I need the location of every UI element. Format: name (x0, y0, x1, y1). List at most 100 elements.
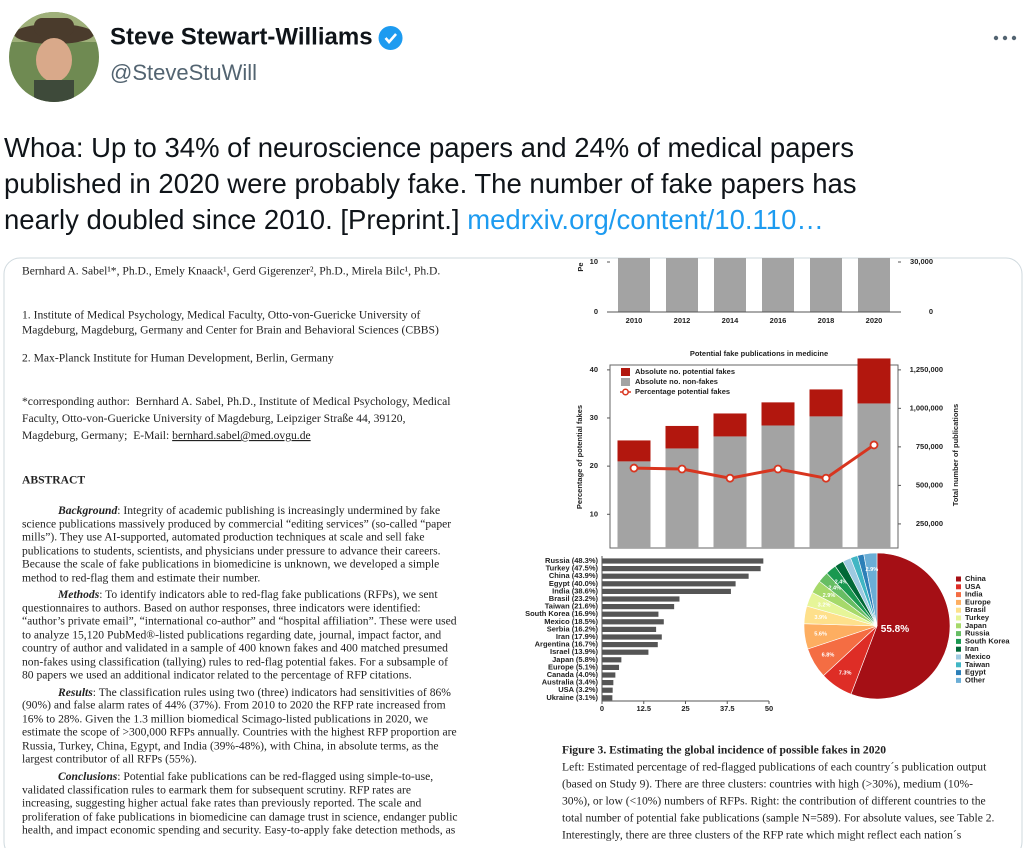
slice-label: 2.9% (865, 567, 878, 573)
paper-authors: Bernhard A. Sabel¹*, Ph.D., Emely Knaack… (22, 265, 440, 278)
figure-caption: Left: Estimated percentage of red-flagge… (562, 761, 987, 774)
category-label: Japan (5.8%) (552, 655, 598, 664)
bar-segment (761, 425, 795, 548)
slice-label: 3.2% (818, 603, 831, 609)
bar (602, 680, 614, 686)
affiliation: Magdeburg, Magdeburg, Germany and Center… (22, 324, 439, 337)
cropped-bar (714, 258, 746, 312)
category-label: China (43.9%) (549, 571, 599, 580)
legend-swatch (956, 592, 961, 598)
y-tick-label: 0 (594, 307, 598, 316)
slice-label: 2.4% (835, 579, 848, 585)
slice-label: 7.3% (839, 671, 852, 677)
abstract-line: to analyze 15,120 PubMed®-listed publica… (22, 629, 441, 642)
abstract-line: (90%) and false alarm rates of 44% (37%)… (22, 699, 446, 712)
bar (602, 695, 613, 701)
avatar[interactable] (9, 12, 99, 104)
abstract-line: Because the scale of fake publications i… (22, 558, 439, 571)
abstract-line: increasing, suggesting higher actual fak… (22, 797, 422, 810)
legend-label: Europe (965, 597, 991, 606)
legend-swatch (956, 599, 961, 605)
y2-tick-label: 0 (929, 307, 933, 316)
bar-segment (857, 358, 891, 404)
bar-segment (857, 403, 891, 548)
abstract-section: Results (57, 686, 93, 699)
abstract-line: estimate the scope of >300,000 RFPs annu… (22, 726, 457, 739)
pie-chart: 55.8% China 7.3% USA 6.8% India 5.6% Europe 3.9%… (803, 552, 1010, 700)
legend-label: Taiwan (965, 660, 990, 669)
bar (602, 596, 680, 602)
legend-label: Mexico (965, 652, 991, 661)
bar (602, 558, 764, 564)
author-handle[interactable]: @SteveStuWill (110, 60, 257, 85)
x-tick-label: 2014 (722, 316, 740, 325)
x-tick-label: 2018 (818, 316, 835, 325)
x-tick-label: 2010 (626, 316, 643, 325)
abstract-line: publications to students, scientists, an… (22, 545, 441, 558)
abstract-line: Russia, Turkey, China, Egypt, and India … (22, 740, 439, 753)
bar (602, 672, 616, 678)
category-label: Serbia (16.2%) (547, 624, 599, 633)
y2-tick-label: 1,250,000 (910, 365, 943, 374)
legend-swatch (956, 623, 961, 629)
x-tick-label: 2020 (866, 316, 883, 325)
tweet-link[interactable]: medrxiv.org/content/10.110… (467, 204, 824, 235)
category-label: Iran (17.9%) (556, 632, 599, 641)
y2-axis-label: Total number of publications (951, 404, 960, 506)
tweet-line-text: published in 2020 were probably fake. Th… (4, 168, 857, 199)
category-label: USA (3.2%) (558, 685, 598, 694)
cropped-bar (810, 258, 842, 312)
figure-caption: Interestingly, there are three clusters … (562, 829, 962, 842)
legend-label: Other (965, 675, 985, 684)
legend-label: China (965, 574, 987, 583)
bar-segment (617, 440, 651, 462)
plot-frame (609, 364, 899, 549)
verified-badge (378, 26, 403, 50)
pie-slice (850, 552, 951, 700)
line-marker (773, 464, 783, 474)
bar (602, 573, 749, 579)
affiliation: 1. Institute of Medical Psychology, Medi… (22, 309, 421, 322)
abstract-text: : Integrity of academic publishing is in… (117, 504, 440, 517)
legend-label: Turkey (965, 613, 990, 622)
abstract-line: Methods: To identify indicators able to … (57, 588, 438, 601)
affiliation: 2. Max-Planck Institute for Human Develo… (22, 352, 334, 365)
y2-tick-label: 750,000 (916, 442, 943, 451)
top-chart: 2010 2012 2014 2016 2018 2020 0 10 0 30,000 Pe (576, 257, 933, 325)
tweet-line-text: nearly doubled since 2010. [Preprint.] (4, 204, 467, 235)
x-tick-label: 0 (600, 704, 604, 713)
author-name[interactable]: Steve Stewart-Williams (110, 23, 373, 50)
y-tick-label: 10 (590, 257, 598, 266)
legend-label: Egypt (965, 668, 986, 677)
bar-segment (665, 448, 699, 548)
country-chart: Russia (48.3%)Turkey (47.5%)China (43.9%… (525, 556, 773, 713)
legend-label: Japan (965, 621, 987, 630)
slice-label: 55.8% (881, 624, 909, 635)
y-tick-label: 40 (590, 365, 598, 374)
abstract-section: Methods (57, 588, 100, 601)
abstract-line: country of author and validated in a sam… (22, 642, 448, 655)
abstract-line: “author’s private email”, “international… (22, 615, 457, 628)
legend-label: Iran (965, 644, 979, 653)
line-marker (725, 473, 735, 483)
y-axis-label: Pe (576, 262, 585, 271)
more-menu[interactable] (993, 35, 1017, 41)
bar-segment (713, 413, 747, 437)
legend-swatch (956, 646, 961, 652)
abstract-line: non-fakes using classification (tallying… (22, 656, 448, 669)
line (633, 443, 875, 480)
slice-label: 2.4% (828, 585, 841, 591)
legend-label: Russia (965, 629, 990, 638)
line-marker (821, 473, 831, 483)
x-tick-label: 50 (765, 704, 773, 713)
line-marker (629, 463, 639, 473)
abstract-text: : Potential fake publications can be red… (117, 770, 433, 783)
abstract-line: health, and impact economic spending and… (22, 824, 456, 837)
tweet-line: nearly doubled since 2010. [Preprint.] m… (4, 204, 824, 235)
category-label: Brasil (23.2%) (549, 594, 599, 603)
bar-segment (617, 461, 651, 548)
abstract-line: 80 papers we used an additional indicato… (22, 669, 412, 682)
category-label: Taiwan (21.6%) (545, 602, 599, 611)
corresponding-text: Faculty, Otto-von-Guericke University of… (22, 412, 406, 425)
legend-swatch (621, 378, 630, 386)
